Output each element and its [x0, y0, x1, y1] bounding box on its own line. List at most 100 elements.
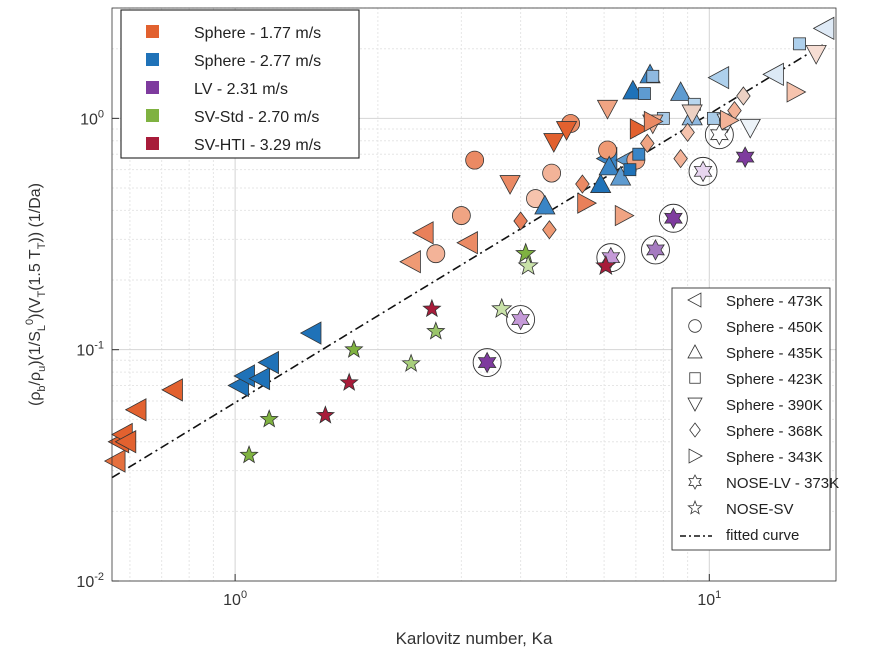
legend-label: Sphere - 1.77 m/s	[194, 25, 321, 42]
legend-swatch	[146, 109, 159, 122]
legend-label: Sphere - 343K	[726, 449, 823, 466]
highlight-circle	[658, 203, 688, 233]
data-point	[707, 65, 730, 90]
data-point	[596, 99, 619, 120]
x-tick-label: 101	[697, 589, 721, 609]
data-point	[114, 430, 137, 454]
data-point	[669, 81, 692, 101]
data-point	[542, 220, 557, 240]
data-point	[299, 321, 322, 345]
axis-ticks: 100 101 10-2 10-1 100	[76, 108, 721, 609]
legend-label: SV-Std - 2.70 m/s	[194, 109, 319, 126]
data-point	[589, 173, 612, 193]
legend-label: Sphere - 390K	[726, 397, 823, 414]
data-point	[257, 350, 279, 375]
data-point	[638, 87, 651, 100]
legend-markers: Sphere - 473K Sphere - 450K Sphere - 435K S…	[671, 287, 839, 551]
legend-conditions: Sphere - 1.77 m/s Sphere - 2.77 m/s LV - 2…	[120, 9, 360, 159]
data-point	[646, 239, 665, 261]
data-point	[622, 79, 644, 100]
data-point	[629, 118, 650, 140]
legend-label: LV - 2.31 m/s	[194, 81, 288, 98]
circled-highlights	[472, 120, 734, 377]
legend-swatch	[146, 81, 159, 94]
data-point	[517, 254, 539, 276]
data-point	[399, 250, 421, 274]
data-point	[103, 449, 126, 473]
data-point	[477, 351, 497, 374]
data-point	[598, 140, 617, 160]
x-tick-label: 100	[223, 589, 247, 609]
data-point	[511, 308, 531, 331]
data-point	[762, 62, 784, 87]
highlight-circle	[472, 348, 502, 377]
data-point	[315, 405, 336, 424]
data-point	[643, 110, 664, 133]
data-point	[623, 163, 637, 177]
y-tick-label: 100	[80, 108, 104, 128]
highlight-circle	[641, 235, 670, 265]
legend-marker	[687, 292, 702, 308]
legend-label: Sphere - 450K	[726, 319, 823, 336]
data-point	[663, 207, 683, 230]
data-point	[739, 118, 761, 139]
data-point	[680, 122, 695, 143]
data-point	[515, 242, 537, 263]
data-points	[103, 16, 835, 473]
data-point	[673, 148, 688, 169]
data-point	[491, 297, 513, 318]
legend-marker	[688, 448, 703, 464]
data-point	[793, 37, 806, 51]
data-point	[736, 86, 751, 106]
data-point	[646, 69, 660, 83]
legend-label: NOSE-LV - 373K	[726, 475, 839, 492]
data-point	[640, 133, 655, 153]
legend-swatch	[146, 53, 159, 66]
legend-label: Sphere - 368K	[726, 423, 823, 440]
data-point	[401, 353, 421, 372]
data-point	[577, 192, 598, 214]
data-point	[499, 175, 521, 195]
data-point	[426, 244, 446, 264]
legend-marker	[687, 344, 703, 359]
data-point	[426, 321, 446, 340]
data-point	[422, 298, 442, 318]
legend-label: fitted curve	[726, 527, 799, 544]
legend-label: Sphere - 435K	[726, 345, 823, 362]
data-point	[534, 194, 556, 215]
data-point	[681, 104, 703, 125]
data-point	[595, 254, 617, 276]
data-point	[805, 44, 827, 65]
highlight-circle	[506, 305, 536, 334]
data-point	[542, 163, 562, 183]
data-point	[575, 174, 590, 194]
data-point	[451, 206, 471, 225]
legend-marker	[689, 372, 701, 384]
data-point	[339, 372, 359, 391]
data-point	[709, 123, 729, 146]
data-point	[598, 155, 620, 176]
legend-swatch	[146, 25, 159, 38]
legend-marker	[689, 422, 701, 438]
data-point	[239, 445, 259, 464]
x-axis-label: Karlovitz number, Ka	[396, 629, 553, 648]
data-point	[456, 231, 478, 255]
legend-label: Sphere - 423K	[726, 371, 823, 388]
data-point	[632, 147, 646, 161]
legend-marker	[688, 319, 702, 333]
data-point	[411, 221, 434, 245]
data-point	[786, 81, 807, 103]
data-point	[161, 378, 183, 402]
data-point	[248, 366, 271, 391]
legend-label: Sphere - 2.77 m/s	[194, 53, 321, 70]
fitted-curve-group	[111, 43, 825, 479]
legend-label: Sphere - 473K	[726, 293, 823, 310]
data-point	[720, 109, 740, 132]
data-point	[124, 398, 147, 422]
data-point	[693, 160, 713, 183]
data-point	[735, 146, 755, 168]
legend-swatch	[146, 137, 159, 150]
data-point	[259, 409, 279, 428]
highlight-circle	[688, 156, 718, 186]
data-point	[543, 133, 565, 153]
